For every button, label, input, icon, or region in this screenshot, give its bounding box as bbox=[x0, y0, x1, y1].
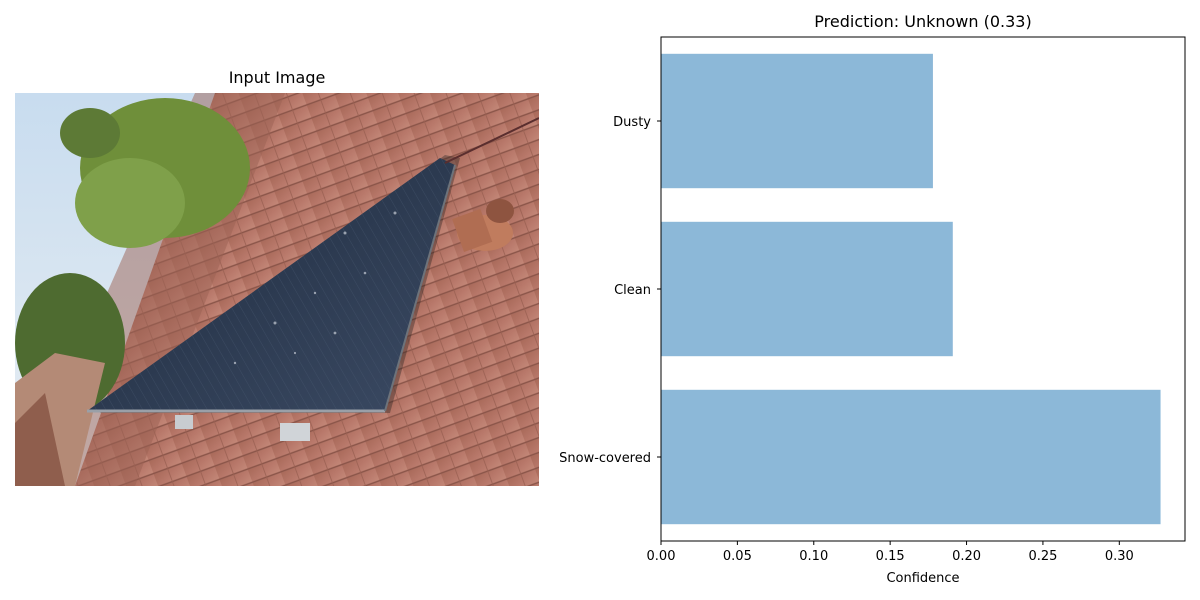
bar-snow-covered bbox=[661, 389, 1161, 525]
x-tick-label: 0.10 bbox=[799, 549, 828, 564]
plot-frame bbox=[660, 36, 1186, 542]
y-tick-label: Clean bbox=[614, 283, 651, 298]
chart-title: Prediction: Unknown (0.33) bbox=[814, 12, 1032, 31]
x-tick-label: 0.30 bbox=[1105, 549, 1134, 564]
x-tick-label: 0.05 bbox=[723, 549, 752, 564]
solar-panel-photo bbox=[15, 93, 539, 486]
bar-dusty bbox=[661, 53, 933, 189]
x-tick-label: 0.20 bbox=[952, 549, 981, 564]
x-axis-label: Confidence bbox=[886, 571, 959, 586]
x-tick-label: 0.25 bbox=[1028, 549, 1057, 564]
bar-clean bbox=[661, 221, 953, 357]
input-image-title: Input Image bbox=[228, 68, 326, 87]
x-tick-label: 0.15 bbox=[876, 549, 905, 564]
x-tick-label: 0.00 bbox=[647, 549, 676, 564]
y-tick-label: Snow-covered bbox=[559, 451, 651, 466]
y-tick-label: Dusty bbox=[613, 115, 651, 130]
